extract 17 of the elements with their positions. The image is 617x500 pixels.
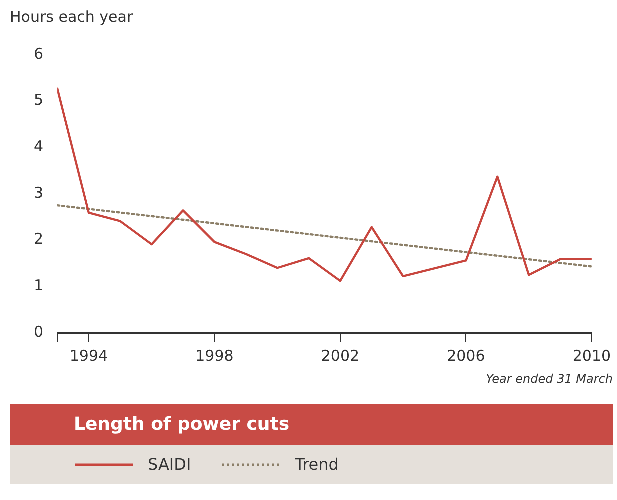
legend-label: Trend xyxy=(295,455,339,474)
legend-label: SAIDI xyxy=(148,455,192,474)
y-axis-title: Hours each year xyxy=(9,7,134,28)
y-tick-label: 4 xyxy=(34,138,44,156)
y-tick-label: 3 xyxy=(34,184,44,202)
y-tick-label: 1 xyxy=(34,276,44,295)
x-tick-label: 1994 xyxy=(70,346,108,365)
x-tick-label: 2006 xyxy=(447,346,486,365)
x-tick-label: 2002 xyxy=(321,346,360,365)
text: Length of power cuts xyxy=(10,404,613,445)
text: Year ended 31 March xyxy=(485,372,614,388)
x-tick-label: 1998 xyxy=(196,346,234,365)
y-tick-label: 6 xyxy=(34,44,44,63)
y-tick-label: 2 xyxy=(34,230,44,248)
y-tick-label: 5 xyxy=(34,91,44,110)
x-tick-label: 2010 xyxy=(572,346,612,365)
y-tick-label: 0 xyxy=(34,322,44,341)
